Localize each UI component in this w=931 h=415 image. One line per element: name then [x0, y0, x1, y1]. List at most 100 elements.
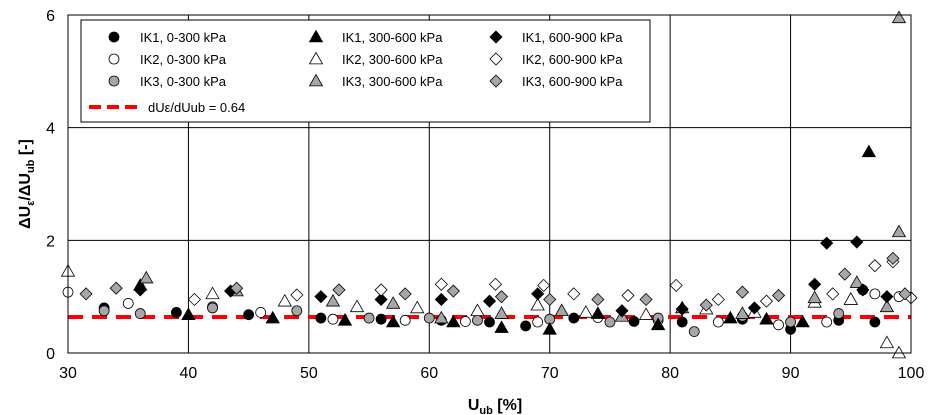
data-point — [711, 292, 725, 307]
data-point — [349, 299, 365, 313]
legend-entry: IK2, 600-900 kPa — [489, 52, 623, 67]
data-point — [621, 288, 635, 303]
data-point — [591, 292, 605, 307]
data-point — [98, 305, 110, 317]
data-point — [879, 299, 895, 313]
data-point — [398, 287, 412, 301]
plot-frame — [67, 14, 912, 354]
y-axis-label: ΔUε/ΔUub [-] — [17, 139, 37, 229]
data-point — [542, 322, 557, 335]
legend-entry: IK1, 600-900 kPa — [489, 30, 623, 45]
data-point — [638, 307, 654, 320]
legend-marker — [308, 51, 324, 65]
legend-marker — [489, 74, 503, 88]
data-point — [771, 288, 786, 303]
data-point — [795, 314, 810, 328]
legend-entry: IK3, 300-600 kPa — [308, 73, 443, 89]
data-point — [133, 283, 147, 297]
y-tick-label: 2 — [46, 233, 55, 250]
data-point — [122, 298, 134, 309]
data-point — [826, 287, 840, 301]
legend-label: IK1, 300-600 kPa — [342, 30, 443, 45]
x-axis-label: Uub [%] — [468, 397, 522, 415]
legend-label: IK2, 600-900 kPa — [522, 52, 623, 67]
data-point — [255, 307, 267, 318]
data-point — [170, 307, 182, 318]
data-point — [785, 316, 796, 328]
data-point — [537, 278, 551, 292]
data-point — [494, 290, 509, 304]
legend-label: dUε/dUub = 0.64 — [148, 100, 245, 115]
data-point — [291, 305, 303, 317]
data-point — [820, 236, 834, 250]
legend-marker — [308, 29, 324, 43]
data-point — [868, 259, 882, 273]
data-point — [385, 296, 401, 309]
data-point — [325, 293, 341, 307]
data-point — [821, 316, 833, 328]
data-point — [543, 292, 557, 307]
legend-marker — [108, 75, 120, 87]
data-point — [332, 283, 346, 297]
legend-entry: IK1, 300-600 kPa — [308, 29, 443, 45]
series-ik1-600-900-kpa — [133, 235, 894, 318]
data-point — [773, 319, 784, 331]
legend-marker — [489, 52, 503, 66]
data-point — [314, 290, 328, 304]
x-tick-label: 40 — [180, 365, 198, 382]
x-axis-label-main: U — [468, 397, 480, 414]
data-point — [879, 335, 895, 349]
data-point — [891, 10, 907, 24]
data-point — [472, 314, 483, 326]
data-point — [374, 283, 388, 297]
legend-entry-reference: dUε/dUub = 0.64 — [89, 100, 245, 115]
data-point — [838, 267, 852, 281]
data-point — [531, 287, 545, 301]
data-point — [446, 284, 460, 298]
data-point — [532, 316, 544, 328]
data-point — [363, 312, 375, 324]
legend-marker — [308, 73, 324, 87]
data-point — [807, 290, 822, 304]
data-point — [759, 294, 774, 308]
y-axis-label-tail: [-] — [17, 139, 34, 159]
legend: IK1, 0-300 kPa IK2, 0-300 kPa IK3, 0-300 k… — [80, 19, 651, 123]
y-axis-label-sub2: ub — [25, 159, 37, 173]
data-point — [446, 314, 461, 328]
data-point — [434, 310, 449, 324]
data-point — [554, 303, 569, 317]
data-point — [869, 316, 881, 328]
data-point — [843, 292, 858, 305]
data-point — [399, 314, 411, 326]
data-point — [567, 287, 581, 301]
legend-label: IK3, 300-600 kPa — [342, 74, 443, 89]
legend-label: IK2, 0-300 kPa — [140, 52, 227, 67]
legend-label: IK1, 0-300 kPa — [140, 30, 227, 45]
data-point — [375, 313, 387, 325]
data-point — [207, 302, 218, 314]
legend-marker — [108, 31, 120, 43]
legend-label: IK3, 600-900 kPa — [522, 74, 623, 89]
data-point — [639, 292, 653, 307]
series-ik3-600-900-kpa — [79, 251, 912, 312]
x-axis-label-tail: [%] — [493, 397, 522, 414]
data-point — [735, 285, 749, 299]
data-point — [604, 316, 616, 328]
data-point — [374, 292, 388, 307]
data-point — [243, 309, 255, 321]
data-point — [615, 304, 629, 318]
legend-entry: IK3, 0-300 kPa — [108, 74, 227, 89]
data-point — [484, 316, 495, 328]
legend-entry: IK1, 0-300 kPa — [108, 30, 227, 45]
data-point — [568, 312, 580, 324]
legend-marker — [489, 30, 503, 44]
series-ik2-300-600-kpa — [60, 264, 907, 359]
legend-label: IK3, 0-300 kPa — [140, 74, 227, 89]
data-point — [434, 292, 448, 307]
y-tick-label: 0 — [46, 346, 55, 363]
data-point — [385, 314, 401, 328]
legend-entry: IK3, 600-900 kPa — [489, 74, 623, 89]
y-tick-label: 6 — [46, 8, 55, 25]
x-tick-label: 90 — [782, 365, 800, 382]
